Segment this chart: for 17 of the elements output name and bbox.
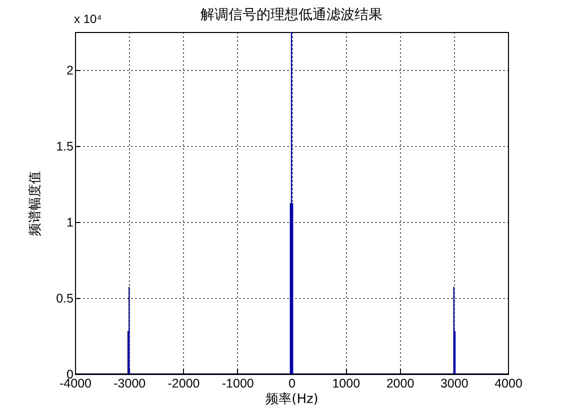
x-tick-label: 4000 <box>494 376 522 390</box>
y-tick-label: 1 <box>66 216 74 230</box>
line-series <box>75 32 508 374</box>
y-tick-label: 0.5 <box>56 292 74 306</box>
x-tick-label: 3000 <box>440 376 468 390</box>
y-tick-label: 1.5 <box>56 140 74 154</box>
x-tick-label: 1000 <box>332 376 360 390</box>
x-tick-label: -3000 <box>114 376 146 390</box>
x-tick-label: -1000 <box>222 376 254 390</box>
y-tick-label: 2 <box>66 64 74 78</box>
x-tick-label: 0 <box>288 376 296 390</box>
x-tick-label: -2000 <box>168 376 200 390</box>
text: x 10⁴ <box>74 12 102 26</box>
chart-title: 解调信号的理想低通滤波结果 <box>200 7 382 23</box>
x-tick-label: 2000 <box>386 376 414 390</box>
x-axis-title: 频率(Hz) <box>266 391 318 407</box>
y-axis-title: 频谱幅度值 <box>27 171 44 236</box>
